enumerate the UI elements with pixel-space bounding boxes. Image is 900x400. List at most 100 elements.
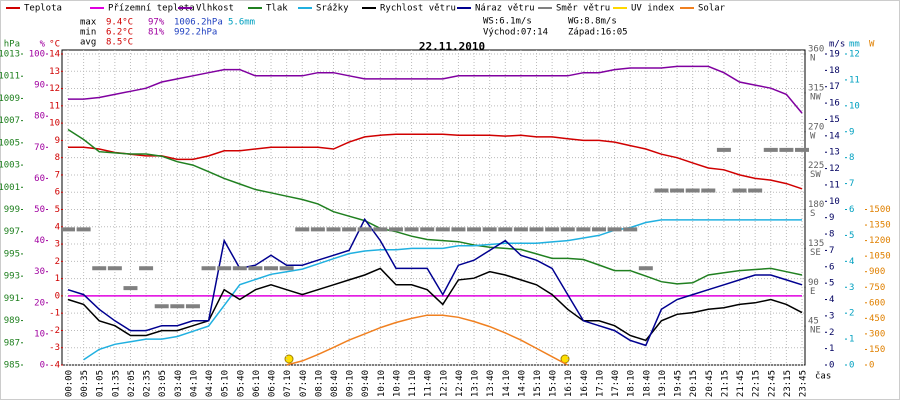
x-tick-label: 06:10 [252, 370, 262, 397]
y-tick-name: N [810, 54, 815, 64]
y-tick-name: NE [810, 326, 821, 336]
x-tick-label: 22:15 [752, 370, 762, 397]
y-tick-label: 70 [34, 143, 45, 153]
info-text: WS:6.1m/s [483, 17, 532, 27]
stat-value: 1006.2hPa [174, 18, 223, 28]
y-tick-label: 1350 [869, 221, 891, 231]
x-tick-label: 08:10 [314, 370, 324, 397]
y-tick-label: 10 [49, 119, 60, 129]
y-tick-label: 5 [829, 279, 834, 289]
legend-label: UV index [631, 4, 675, 14]
x-tick-label: 23:45 [799, 370, 809, 397]
axis-unit: W [869, 40, 875, 50]
y-tick-label: 135 [808, 239, 824, 249]
axis-unit: mm [849, 40, 860, 50]
x-tick-label: 06:40 [268, 370, 278, 397]
y-tick-label: 0 [849, 361, 854, 371]
x-tick-label: 13:10 [471, 370, 481, 397]
y-tick-label: 1500 [869, 205, 891, 215]
x-tick-label: 15:10 [533, 370, 543, 397]
y-tick-label: 12 [849, 50, 860, 60]
y-tick-label: 300 [869, 329, 885, 339]
stat-value: 992.2hPa [174, 28, 217, 38]
axis-unit: °C [49, 40, 60, 50]
x-tick-label: 11:40 [424, 370, 434, 397]
y-tick-label: 3 [829, 311, 834, 321]
y-tick-label: 450 [869, 314, 885, 324]
y-tick-label: 315 [808, 83, 824, 93]
y-tick-label: 11 [829, 180, 840, 190]
info-text: Východ:07:14 [483, 28, 548, 38]
x-tick-label: 03:05 [158, 370, 168, 397]
y-tick-label: 90 [808, 278, 819, 288]
y-tick-label: -3 [49, 343, 60, 353]
y-tick-label: 1001 [0, 183, 20, 193]
y-tick-label: 14 [829, 131, 840, 141]
x-tick-label: 00:35 [80, 370, 90, 397]
y-tick-label: 6 [829, 262, 834, 272]
x-tick-label: 23:15 [783, 370, 793, 397]
x-tick-label: 11:10 [408, 370, 418, 397]
y-tick-label: 750 [869, 283, 885, 293]
y-tick-label: 0 [55, 291, 60, 301]
x-tick-label: 02:35 [143, 370, 153, 397]
x-tick-label: 04:40 [205, 370, 215, 397]
x-tick-label: 00:00 [65, 370, 75, 397]
stat-value: 9.4°C [106, 18, 133, 28]
x-tick-label: 19:45 [674, 370, 684, 397]
y-tick-label: 7 [829, 246, 834, 256]
series-line [67, 217, 803, 347]
x-tick-label: 07:40 [299, 370, 309, 397]
y-tick-label: 7 [55, 170, 60, 180]
y-tick-label: 1003 [0, 161, 20, 171]
y-tick-label: 30 [34, 267, 45, 277]
stat-label: max [80, 18, 97, 28]
y-tick-label: 999 [4, 205, 20, 215]
x-tick-label: 14:10 [502, 370, 512, 397]
y-tick-label: 8 [55, 153, 60, 163]
y-tick-label: 11 [849, 75, 860, 85]
y-tick-name: E [810, 287, 815, 297]
stat-value: 97% [148, 18, 165, 28]
y-tick-label: 225 [808, 161, 824, 171]
stat-value: 6.2°C [106, 28, 133, 38]
y-tick-label: 1005 [0, 138, 20, 148]
y-tick-label: 2 [849, 309, 854, 319]
x-tick-label: 20:45 [705, 370, 715, 397]
series-line [67, 267, 803, 342]
y-tick-label: 45 [808, 317, 819, 327]
legend-label: Solar [698, 4, 726, 14]
legend-label: Směr větru [556, 4, 610, 14]
y-tick-label: 5 [849, 231, 854, 241]
info-text: WG:8.8m/s [568, 17, 617, 27]
y-tick-name: S [810, 209, 815, 219]
y-tick-label: 3 [55, 240, 60, 250]
y-tick-label: 989 [4, 316, 20, 326]
x-tick-label: 05:40 [236, 370, 246, 397]
y-tick-label: 8 [849, 153, 854, 163]
x-tick-label: 13:40 [486, 370, 496, 397]
y-tick-label: 993 [4, 272, 20, 282]
y-tick-label: 18 [829, 66, 840, 76]
y-tick-label: 13 [49, 67, 60, 77]
x-tick-label: 20:15 [689, 370, 699, 397]
y-tick-label: 0 [869, 361, 874, 371]
stat-label: min [80, 28, 96, 38]
y-tick-label: 1 [55, 274, 60, 284]
stat-value: 81% [148, 28, 165, 38]
y-tick-label: 100 [29, 50, 45, 60]
y-tick-name: SW [810, 170, 821, 180]
y-tick-label: 60 [34, 174, 45, 184]
y-tick-label: 1 [829, 344, 834, 354]
y-tick-label: 1200 [869, 236, 891, 246]
x-tick-label: 09:10 [346, 370, 356, 397]
y-tick-label: 1050 [869, 252, 891, 262]
legend-label: Teplota [24, 4, 62, 14]
y-tick-label: 20 [34, 298, 45, 308]
x-tick-label: 12:40 [455, 370, 465, 397]
x-axis-label: čas [815, 371, 831, 382]
y-tick-label: -4 [49, 361, 60, 371]
y-tick-label: 9 [849, 127, 854, 137]
x-tick-label: 16:10 [564, 370, 574, 397]
y-tick-label: 4 [55, 222, 60, 232]
